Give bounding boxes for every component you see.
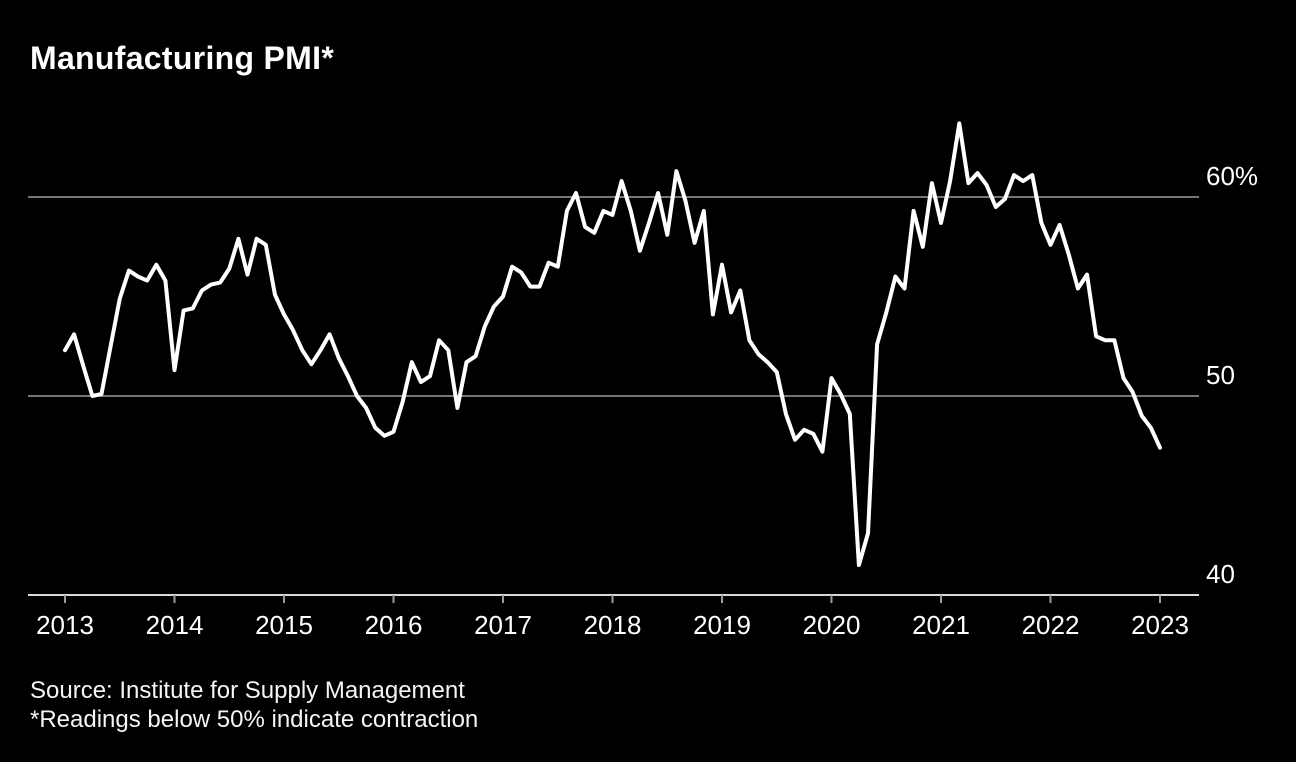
y-axis-label: 60%	[1206, 161, 1259, 191]
x-axis-label: 2021	[912, 610, 970, 640]
x-axis-label: 2016	[364, 610, 423, 640]
x-axis-label: 2017	[474, 610, 532, 640]
source-note: Source: Institute for Supply Management …	[30, 676, 478, 734]
pmi-series-line	[63, 121, 1162, 568]
x-axis-label: 2020	[802, 610, 861, 640]
footnote-line: *Readings below 50% indicate contraction	[30, 706, 479, 733]
x-axis-label: 2022	[1021, 610, 1080, 640]
chart-title: Manufacturing PMI*	[30, 40, 335, 76]
x-axis-label: 2019	[693, 610, 751, 640]
x-axis-label: 2023	[1131, 610, 1189, 640]
x-axis-label: 2015	[255, 610, 313, 640]
source-line: Source: Institute for Supply Management	[30, 677, 465, 704]
x-axis-label: 2014	[145, 610, 204, 640]
x-axis-label: 2018	[583, 610, 642, 640]
y-axis-label: 50	[1206, 360, 1235, 390]
y-axis-label: 40	[1206, 559, 1235, 589]
x-axis-label: 2013	[36, 610, 94, 640]
